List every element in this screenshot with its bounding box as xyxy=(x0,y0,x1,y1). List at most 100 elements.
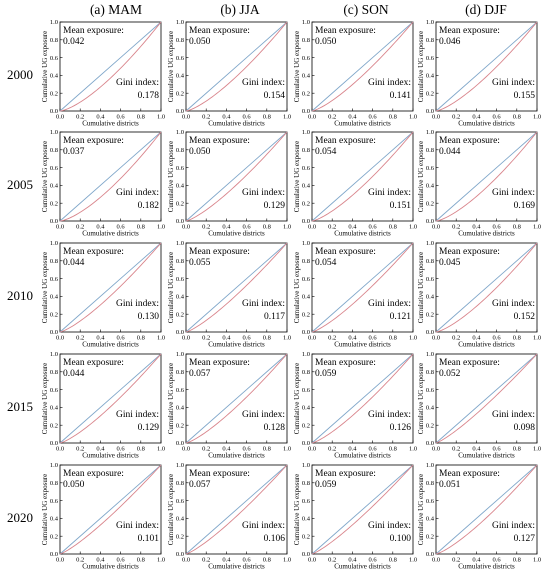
mean-exposure-label: Mean exposure: xyxy=(63,247,124,257)
x-tick-label: 0.8 xyxy=(263,114,271,121)
y-tick-label: 0.8 xyxy=(302,369,310,376)
y-tick-label: 0.8 xyxy=(176,37,184,44)
x-tick-label: 0.2 xyxy=(452,446,460,453)
equality-line xyxy=(435,131,538,222)
y-tick-label: 1.0 xyxy=(50,462,58,469)
mean-exposure-label: Mean exposure: xyxy=(439,26,500,36)
y-tick-label: 1.0 xyxy=(176,19,184,26)
y-tick-label: 0.8 xyxy=(426,37,434,44)
y-axis-label: Cumulative UG exposure xyxy=(167,363,175,435)
plot-frame xyxy=(435,21,538,112)
y-tick-label: 1.0 xyxy=(302,462,310,469)
gini-index-label: Gini index: xyxy=(368,188,411,198)
x-tick-label: 0.2 xyxy=(328,224,336,231)
y-tick-label: 0.0 xyxy=(176,440,184,447)
y-tick-label: 0.0 xyxy=(50,218,58,225)
x-tick-label: 0.0 xyxy=(308,446,316,453)
x-tick-label: 0.8 xyxy=(513,335,521,342)
x-tick-label: 0.0 xyxy=(308,335,316,342)
equality-line xyxy=(435,21,538,112)
x-tick-label: 1.0 xyxy=(283,224,291,231)
gini-index-value: 0.101 xyxy=(138,534,160,544)
y-tick-label: 0.2 xyxy=(426,533,434,540)
y-tick-label: 0.6 xyxy=(176,165,185,172)
x-tick-label: 0.8 xyxy=(263,446,271,453)
y-tick-label: 0.0 xyxy=(176,329,184,336)
y-tick-label: 0.6 xyxy=(176,55,185,62)
lorenz-panel: 0.00.00.20.20.40.40.60.60.80.81.01.0Cumu… xyxy=(293,19,417,127)
gini-index-value: 0.129 xyxy=(264,201,286,211)
equality-line xyxy=(59,242,162,333)
y-tick-label: 0.8 xyxy=(426,258,434,265)
plot-frame xyxy=(435,242,538,333)
lorenz-panel: 0.00.00.20.20.40.40.60.60.80.81.01.0Cumu… xyxy=(167,19,291,127)
y-tick-label: 0.8 xyxy=(302,147,310,154)
plot-frame xyxy=(435,131,538,222)
y-tick-label: 0.2 xyxy=(50,533,58,540)
mean-exposure-value: 0.037 xyxy=(63,147,85,157)
equality-line xyxy=(435,353,538,444)
y-axis-label: Cumulative UG exposure xyxy=(41,141,49,213)
gini-index-label: Gini index: xyxy=(492,78,535,88)
y-tick-label: 0.8 xyxy=(50,258,58,265)
x-tick-label: 1.0 xyxy=(409,224,417,231)
lorenz-panel: 0.00.00.20.20.40.40.60.60.80.81.01.0Cumu… xyxy=(167,129,291,237)
x-tick-label: 0.6 xyxy=(243,114,252,121)
y-axis-label: Cumulative UG exposure xyxy=(417,252,425,324)
y-tick-label: 0.6 xyxy=(302,276,311,283)
lorenz-panel: 0.00.00.20.20.40.40.60.60.80.81.01.0Cumu… xyxy=(417,19,541,127)
x-axis-label: Cumulative districts xyxy=(334,230,391,238)
y-tick-label: 0.4 xyxy=(50,516,59,523)
x-tick-label: 0.0 xyxy=(56,446,64,453)
y-tick-label: 1.0 xyxy=(426,462,434,469)
gini-index-label: Gini index: xyxy=(242,78,285,88)
gini-index-value: 0.154 xyxy=(264,91,286,101)
gini-index-value: 0.178 xyxy=(138,91,160,101)
mean-exposure-label: Mean exposure: xyxy=(189,247,250,257)
gini-index-label: Gini index: xyxy=(368,78,411,88)
x-tick-label: 0.6 xyxy=(369,446,378,453)
x-axis-label: Cumulative districts xyxy=(334,120,391,128)
y-axis-label: Cumulative UG exposure xyxy=(41,31,49,103)
lorenz-panel: 0.00.00.20.20.40.40.60.60.80.81.01.0Cumu… xyxy=(293,462,417,570)
x-tick-label: 0.8 xyxy=(389,224,397,231)
x-tick-label: 0.4 xyxy=(472,335,481,342)
gini-index-label: Gini index: xyxy=(116,78,159,88)
x-axis-label: Cumulative districts xyxy=(208,341,265,349)
y-tick-label: 0.4 xyxy=(302,294,311,301)
y-axis-label: Cumulative UG exposure xyxy=(293,252,301,324)
lorenz-panel: 0.00.00.20.20.40.40.60.60.80.81.01.0Cumu… xyxy=(41,351,165,459)
x-tick-label: 0.0 xyxy=(182,557,190,564)
mean-exposure-value: 0.050 xyxy=(63,480,85,490)
x-tick-label: 0.0 xyxy=(56,557,64,564)
y-axis-label: Cumulative UG exposure xyxy=(293,31,301,103)
lorenz-curve xyxy=(311,464,414,555)
lorenz-curve xyxy=(311,131,414,222)
y-tick-label: 1.0 xyxy=(426,19,434,26)
y-tick-label: 1.0 xyxy=(176,462,184,469)
y-tick-label: 0.6 xyxy=(426,165,435,172)
y-tick-label: 0.0 xyxy=(302,108,310,115)
y-axis-label: Cumulative UG exposure xyxy=(41,474,49,546)
x-axis-label: Cumulative districts xyxy=(82,120,139,128)
gini-index-label: Gini index: xyxy=(492,299,535,309)
x-tick-label: 0.8 xyxy=(389,114,397,121)
x-tick-label: 0.2 xyxy=(452,224,460,231)
y-tick-label: 0.2 xyxy=(302,90,310,97)
y-tick-label: 0.2 xyxy=(426,311,434,318)
x-tick-label: 1.0 xyxy=(283,446,291,453)
gini-index-value: 0.128 xyxy=(264,423,286,433)
y-tick-label: 0.2 xyxy=(176,533,184,540)
column-title-djf: (d) DJF xyxy=(465,2,507,17)
x-tick-label: 1.0 xyxy=(157,557,165,564)
x-tick-label: 0.0 xyxy=(182,224,190,231)
lorenz-panel: 0.00.00.20.20.40.40.60.60.80.81.01.0Cumu… xyxy=(41,240,165,348)
lorenz-curve xyxy=(311,242,414,333)
mean-exposure-label: Mean exposure: xyxy=(63,358,124,368)
x-tick-label: 0.8 xyxy=(513,224,521,231)
lorenz-panel: 0.00.00.20.20.40.40.60.60.80.81.01.0Cumu… xyxy=(293,129,417,237)
y-axis-label: Cumulative UG exposure xyxy=(293,363,301,435)
y-tick-label: 1.0 xyxy=(302,240,310,247)
lorenz-curve xyxy=(59,464,162,555)
x-axis-label: Cumulative districts xyxy=(208,230,265,238)
